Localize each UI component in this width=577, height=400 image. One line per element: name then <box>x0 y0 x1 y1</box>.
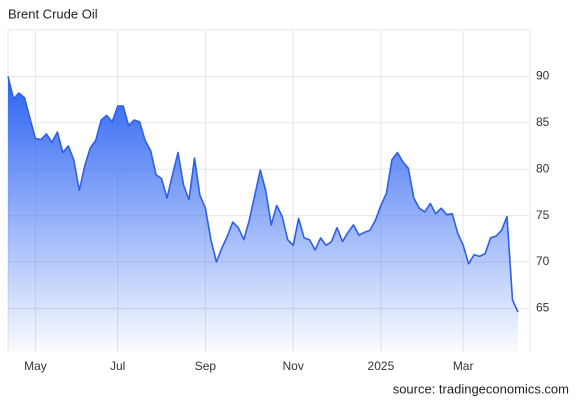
y-tick-label: 80 <box>536 161 550 175</box>
area-fill <box>8 76 518 353</box>
y-tick-label: 90 <box>536 69 550 83</box>
y-tick-label: 65 <box>536 301 550 315</box>
x-tick-label: Jul <box>110 359 125 373</box>
x-tick-label: Sep <box>195 359 217 373</box>
y-tick-label: 75 <box>536 208 550 222</box>
source-note: source: tradingeconomics.com <box>393 381 569 396</box>
x-tick-label: Nov <box>282 359 303 373</box>
price-line <box>7 76 519 313</box>
x-tick-label: May <box>24 359 47 373</box>
y-tick-label: 70 <box>536 254 550 268</box>
y-tick-label: 85 <box>536 115 550 129</box>
chart-title: Brent Crude Oil <box>8 6 98 21</box>
x-tick-label: 2025 <box>368 359 395 373</box>
x-tick-label: Mar <box>453 359 474 373</box>
